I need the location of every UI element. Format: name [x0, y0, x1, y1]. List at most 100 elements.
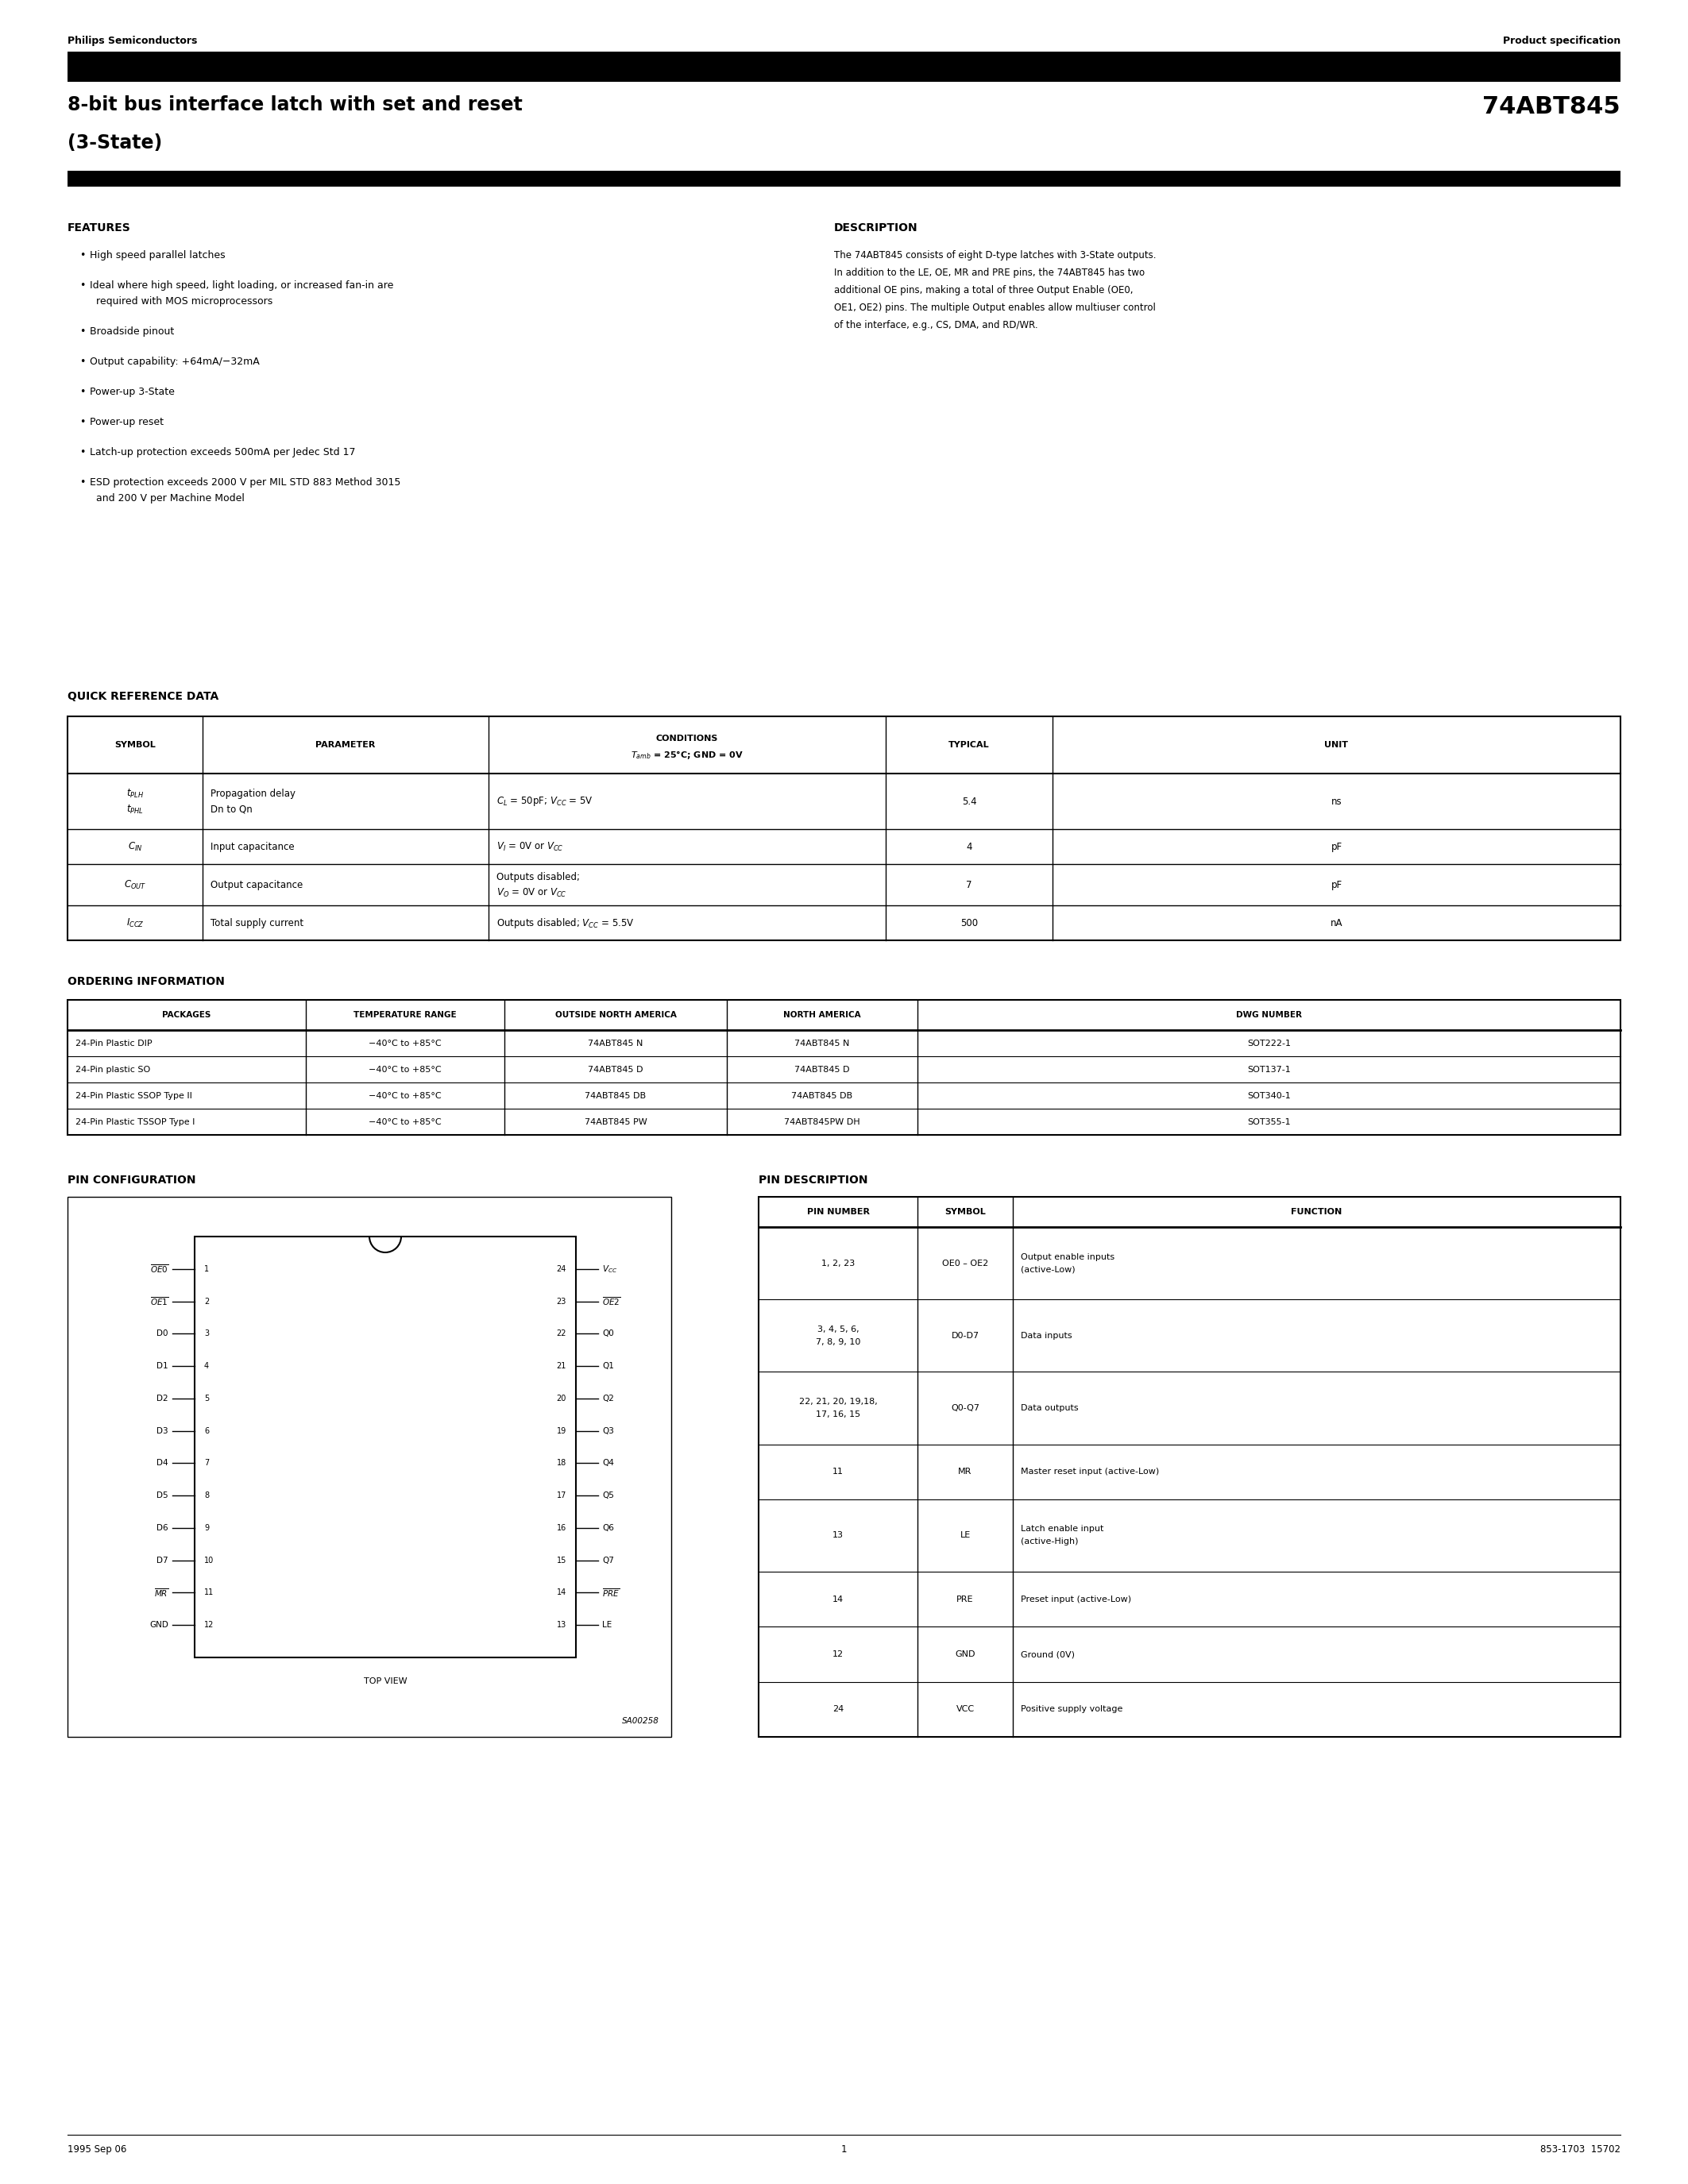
Text: GND: GND	[955, 1651, 976, 1658]
Text: Product specification: Product specification	[1502, 35, 1620, 46]
Text: Power-up 3-State: Power-up 3-State	[89, 387, 174, 397]
Text: SOT340-1: SOT340-1	[1247, 1092, 1291, 1099]
Text: 8-bit bus interface latch with set and reset: 8-bit bus interface latch with set and r…	[68, 96, 523, 114]
Bar	[170, 1487, 192, 1503]
Text: Output capability: +64mA/−32mA: Output capability: +64mA/−32mA	[89, 356, 260, 367]
Text: 1, 2, 23: 1, 2, 23	[822, 1260, 854, 1267]
Text: Data inputs: Data inputs	[1021, 1332, 1072, 1339]
Text: D3: D3	[157, 1426, 169, 1435]
Bar	[170, 1326, 192, 1341]
Bar	[170, 1586, 192, 1601]
Text: OUTSIDE NORTH AMERICA: OUTSIDE NORTH AMERICA	[555, 1011, 677, 1020]
Bar	[170, 1616, 192, 1634]
Text: pF: pF	[1330, 841, 1342, 852]
Text: FEATURES: FEATURES	[68, 223, 132, 234]
Text: MR: MR	[959, 1468, 972, 1476]
Text: 12: 12	[204, 1621, 214, 1629]
Text: −40°C to +85°C: −40°C to +85°C	[368, 1040, 442, 1046]
Text: SA00258: SA00258	[623, 1717, 660, 1725]
Text: SOT137-1: SOT137-1	[1247, 1066, 1291, 1072]
Text: SYMBOL: SYMBOL	[945, 1208, 986, 1216]
Text: DWG NUMBER: DWG NUMBER	[1236, 1011, 1301, 1020]
Text: QUICK REFERENCE DATA: QUICK REFERENCE DATA	[68, 690, 219, 701]
Text: 17: 17	[557, 1492, 567, 1500]
Text: High speed parallel latches: High speed parallel latches	[89, 251, 225, 260]
Text: The 74ABT845 consists of eight D-type latches with 3-State outputs.: The 74ABT845 consists of eight D-type la…	[834, 251, 1156, 260]
Text: $C_{OUT}$: $C_{OUT}$	[123, 878, 147, 891]
Text: 74ABT845 N: 74ABT845 N	[795, 1040, 849, 1046]
Text: Power-up reset: Power-up reset	[89, 417, 164, 428]
Text: 74ABT845 N: 74ABT845 N	[587, 1040, 643, 1046]
Text: 74ABT845: 74ABT845	[1482, 96, 1620, 118]
Text: 19: 19	[557, 1426, 567, 1435]
Text: 2: 2	[204, 1297, 209, 1306]
Text: 74ABT845PW DH: 74ABT845PW DH	[785, 1118, 861, 1125]
Text: 24-Pin Plastic DIP: 24-Pin Plastic DIP	[76, 1040, 152, 1046]
Text: 22, 21, 20, 19,18,: 22, 21, 20, 19,18,	[798, 1398, 878, 1406]
Text: •: •	[79, 448, 86, 456]
Text: 4: 4	[204, 1363, 209, 1369]
Text: •: •	[79, 478, 86, 487]
Text: Output enable inputs: Output enable inputs	[1021, 1254, 1114, 1260]
Bar	[758, 1197, 1620, 1736]
Text: 7, 8, 9, 10: 7, 8, 9, 10	[815, 1339, 861, 1345]
Text: 24: 24	[832, 1706, 844, 1712]
Text: nA: nA	[1330, 917, 1342, 928]
Text: •: •	[79, 325, 86, 336]
Text: $t_{PHL}$: $t_{PHL}$	[127, 804, 143, 815]
Text: OE1, OE2) pins. The multiple Output enables allow multiuser control: OE1, OE2) pins. The multiple Output enab…	[834, 304, 1156, 312]
Text: pF: pF	[1330, 880, 1342, 889]
Text: of the interface, e.g., CS, DMA, and RD/WR.: of the interface, e.g., CS, DMA, and RD/…	[834, 321, 1038, 330]
Text: 3: 3	[204, 1330, 209, 1337]
Text: 74ABT845 D: 74ABT845 D	[795, 1066, 849, 1072]
Text: 1: 1	[204, 1265, 209, 1273]
Text: DESCRIPTION: DESCRIPTION	[834, 223, 918, 234]
Text: 74ABT845 PW: 74ABT845 PW	[584, 1118, 647, 1125]
Text: PIN CONFIGURATION: PIN CONFIGURATION	[68, 1175, 196, 1186]
Bar	[170, 1422, 192, 1439]
Text: UNIT: UNIT	[1325, 740, 1349, 749]
Text: $\overline{OE0}$: $\overline{OE0}$	[150, 1262, 169, 1275]
Text: 1: 1	[841, 2145, 847, 2156]
Text: Dn to Qn: Dn to Qn	[211, 804, 253, 815]
Text: Broadside pinout: Broadside pinout	[89, 325, 174, 336]
Text: 74ABT845 DB: 74ABT845 DB	[586, 1092, 647, 1099]
Text: 7: 7	[204, 1459, 209, 1468]
Text: Q0: Q0	[603, 1330, 614, 1337]
Text: 74ABT845 D: 74ABT845 D	[587, 1066, 643, 1072]
Text: NORTH AMERICA: NORTH AMERICA	[783, 1011, 861, 1020]
Bar	[68, 170, 1620, 186]
Text: (active-Low): (active-Low)	[1021, 1265, 1075, 1273]
Text: 14: 14	[832, 1594, 844, 1603]
Text: 14: 14	[557, 1588, 567, 1597]
Bar	[170, 1455, 192, 1472]
Text: 500: 500	[960, 917, 977, 928]
Text: 4: 4	[966, 841, 972, 852]
Text: Q3: Q3	[603, 1426, 614, 1435]
Text: 20: 20	[557, 1393, 567, 1402]
Text: VCC: VCC	[955, 1706, 974, 1712]
Text: PACKAGES: PACKAGES	[162, 1011, 211, 1020]
Text: Ideal where high speed, light loading, or increased fan-in are: Ideal where high speed, light loading, o…	[89, 280, 393, 290]
Text: GND: GND	[150, 1621, 169, 1629]
Text: LE: LE	[603, 1621, 611, 1629]
Text: 5.4: 5.4	[962, 797, 976, 806]
Text: TEMPERATURE RANGE: TEMPERATURE RANGE	[354, 1011, 456, 1020]
Text: 18: 18	[557, 1459, 567, 1468]
Text: $\overline{PRE}$: $\overline{PRE}$	[603, 1588, 619, 1599]
Text: 6: 6	[204, 1426, 209, 1435]
Text: −40°C to +85°C: −40°C to +85°C	[368, 1066, 442, 1072]
Text: D7: D7	[157, 1557, 169, 1564]
Text: D6: D6	[157, 1524, 169, 1531]
Text: Data outputs: Data outputs	[1021, 1404, 1079, 1413]
Text: additional OE pins, making a total of three Output Enable (OE0,: additional OE pins, making a total of th…	[834, 286, 1133, 295]
Bar	[170, 1391, 192, 1406]
Bar	[170, 1358, 192, 1374]
Text: Q2: Q2	[603, 1393, 614, 1402]
Text: •: •	[79, 280, 86, 290]
Text: $\overline{MR}$: $\overline{MR}$	[154, 1588, 169, 1599]
Text: ORDERING INFORMATION: ORDERING INFORMATION	[68, 976, 225, 987]
Text: In addition to the LE, OE, MR and PRE pins, the 74ABT845 has two: In addition to the LE, OE, MR and PRE pi…	[834, 269, 1144, 277]
Text: (active-High): (active-High)	[1021, 1538, 1079, 1546]
Bar	[68, 52, 1620, 81]
